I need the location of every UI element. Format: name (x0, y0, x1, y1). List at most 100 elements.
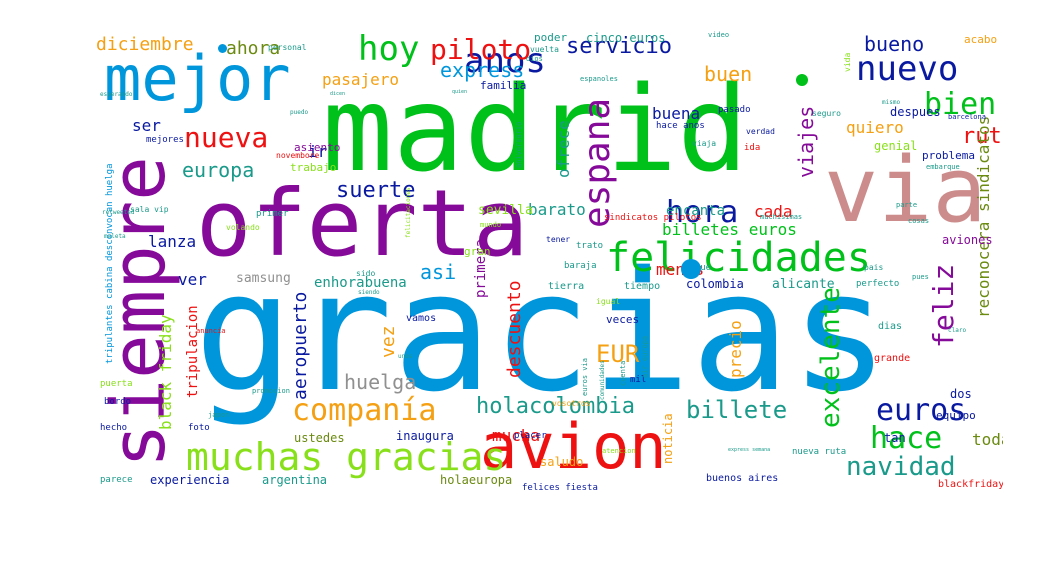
dot-mark (681, 259, 701, 279)
word-billete: billete (686, 396, 788, 424)
word-perfecto: perfecto (856, 279, 900, 289)
word-enhorabuena: enhorabuena (314, 275, 407, 291)
word-video: video (708, 31, 730, 39)
word-sido: sido (356, 269, 376, 278)
word-anos: anos (464, 41, 546, 81)
word-encanta: encanta (666, 203, 726, 219)
word-atencion: atencion (602, 447, 636, 455)
word-foto: foto (188, 423, 210, 433)
word-trato: trato (576, 241, 604, 251)
word-muchas-gracias: muchas gracias (186, 435, 507, 479)
word-tierra: tierra (548, 281, 585, 292)
word-mil: mil (630, 375, 647, 385)
word-familia: familia (480, 79, 527, 92)
word-aeropuerto: aeropuerto (290, 291, 311, 400)
word-gran: gran (464, 245, 491, 258)
word-compan-a: companía (292, 393, 437, 428)
word-buen: buen (704, 62, 753, 86)
word-europa: europa (182, 158, 255, 182)
word-unos: unos (398, 353, 413, 360)
word-baraja: baraja (564, 261, 597, 271)
word-navidad: navidad (846, 452, 956, 482)
word-asiento: asiento (294, 141, 341, 154)
word-suerte: suerte (336, 178, 416, 203)
word-sala-vip: sala vip (130, 205, 169, 214)
word-volando: volando (226, 223, 260, 232)
word-bueno: bueno (864, 32, 925, 56)
word-mismo: mismo (882, 99, 901, 106)
word-nueva: nueva (184, 121, 269, 154)
word-noticia: noticia (661, 413, 675, 464)
word-aviones: aviones (942, 233, 993, 247)
word-seguro: seguro (812, 109, 841, 118)
word-mundo: mundo (480, 221, 502, 229)
word-igual: igual (596, 297, 621, 306)
word-pues: pues (912, 273, 929, 281)
dot-mark (796, 74, 808, 86)
word-dios: dios (526, 55, 543, 63)
word-dicen: dicen (330, 91, 346, 97)
word-toda: toda (972, 430, 1003, 449)
word-buenos-aires: buenos aires (706, 473, 779, 484)
word-asi: asi (420, 260, 457, 284)
word-vez: vez (378, 325, 399, 358)
word-parte: parte (896, 201, 918, 209)
word-ser: ser (132, 116, 161, 135)
word-ida: ida (744, 143, 761, 153)
word-bien: bien (924, 87, 997, 122)
word-sevilla: sevilla (478, 203, 533, 218)
word-hace-anos: hace anos (656, 121, 705, 131)
word-quiero: quiero (846, 118, 904, 137)
word-ahora: ahora (226, 38, 281, 59)
word-despues: despues (890, 105, 941, 119)
dot-mark (218, 44, 227, 53)
word-pasajero: pasajero (322, 70, 400, 89)
word-placer: placer (514, 431, 547, 441)
word-cada: cada (754, 202, 793, 221)
word-alicante: alicante (772, 277, 835, 292)
word-bordo: bordo (104, 397, 132, 407)
word-ver: ver (178, 270, 207, 289)
word-avion: avion (480, 410, 667, 483)
word-vuelta: vuelta (530, 45, 559, 54)
word-cosas: cosas (908, 217, 930, 225)
word-blackfriday: blackfriday (938, 479, 1003, 490)
word-descuento: descuento (504, 280, 525, 378)
word-promocion: promocion (252, 387, 290, 395)
word-comunidades: comunidades (599, 360, 606, 400)
word-problema: problema (922, 149, 975, 162)
word-dos: dos (950, 387, 972, 401)
word-black-friday: black friday (156, 314, 175, 430)
word-holaeuropa: holaeuropa (440, 473, 513, 487)
word-express-semana: express semana (728, 447, 771, 453)
word-excelente: excelente (816, 287, 846, 428)
word-servicio: servicio (566, 34, 672, 59)
word-mejores: mejores (146, 135, 184, 145)
word-acabo: acabo (964, 33, 998, 46)
word-lanza: lanza (148, 232, 197, 251)
word-personal: personal (268, 43, 307, 52)
word-siendo: siendo (358, 289, 380, 296)
word-tripulantes-cabina-desconvocan-huelga: tripulantes cabina desconvocan huelga (105, 163, 115, 364)
word-ir: ir (308, 142, 328, 161)
word-barato: barato (528, 200, 586, 219)
word-cuenta: cuenta (619, 360, 627, 386)
word-express: express (440, 58, 525, 82)
word-hora: hora (666, 195, 739, 230)
word-samsung: samsung (236, 271, 291, 286)
word-precio: precio (726, 320, 745, 378)
word-genial: genial (874, 139, 918, 153)
word-dias: dias (878, 321, 903, 332)
word-felicidades: felicidades (606, 235, 871, 281)
word-ustedes: ustedes (294, 431, 345, 445)
word-veces: veces (606, 313, 640, 326)
word-poder: poder (534, 31, 568, 44)
word-nuevo: nuevo (856, 49, 959, 89)
word-sindicatos-pilotos: sindicatos pilotos (604, 213, 702, 223)
word-argentina: argentina (262, 473, 328, 487)
word-vosotros: vosotros (552, 399, 591, 408)
word-parece: parece (100, 475, 133, 485)
word-gracias: gracias (194, 236, 890, 428)
word-claro: claro (948, 327, 967, 334)
word-madrid: madrid (322, 60, 749, 198)
